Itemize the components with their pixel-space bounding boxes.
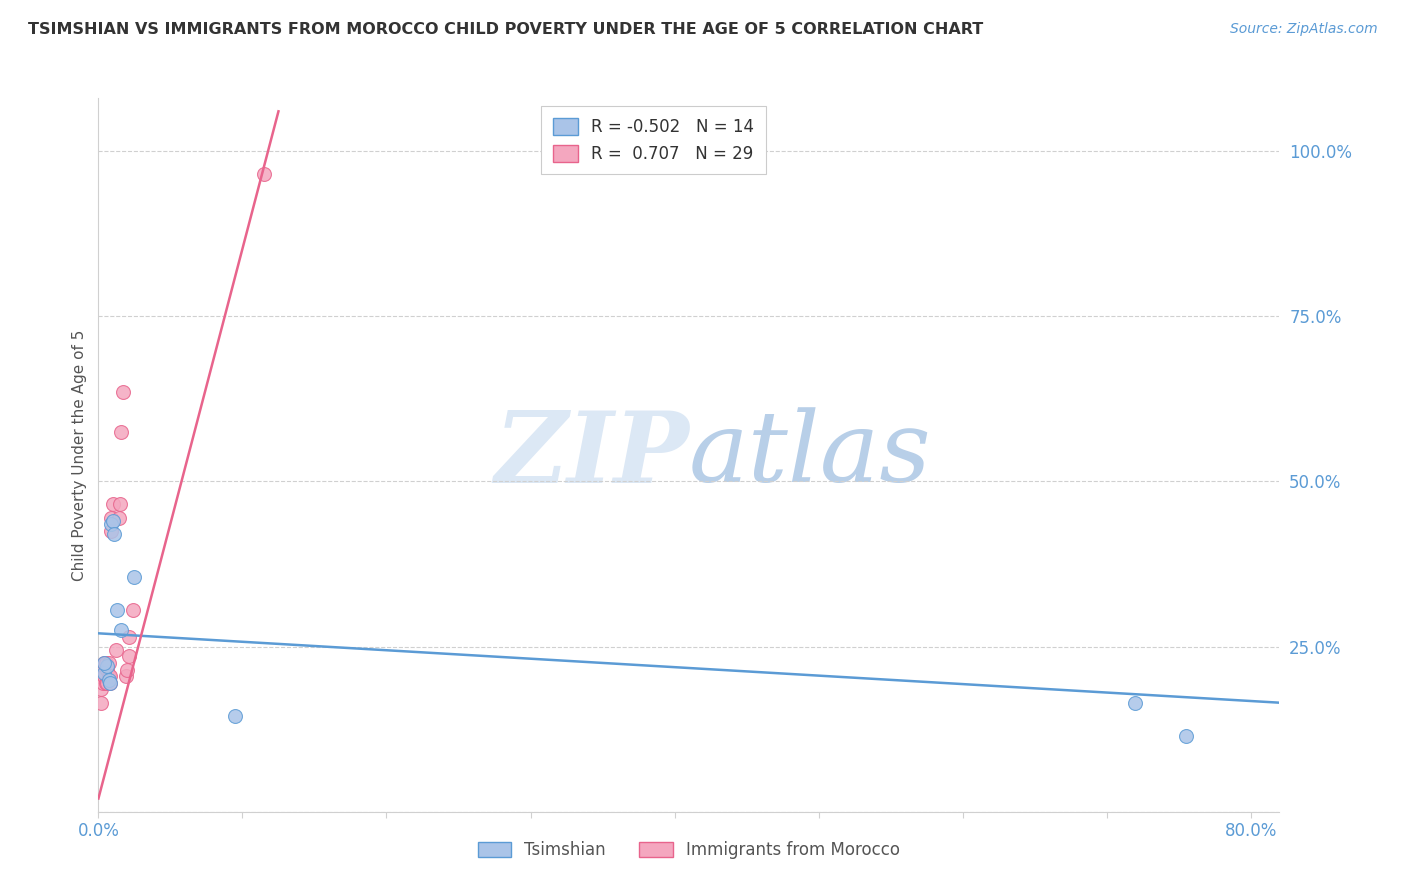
- Point: [101, 514, 124, 528]
- Point: [107, 510, 129, 524]
- Point: [110, 425, 132, 439]
- Point: [118, 649, 141, 664]
- Point: [104, 643, 127, 657]
- Point: [108, 498, 131, 512]
- Point: [253, 167, 276, 181]
- Point: [91, 663, 114, 677]
- Point: [115, 663, 138, 677]
- Point: [98, 676, 121, 690]
- Point: [98, 669, 121, 683]
- Point: [93, 656, 115, 670]
- Point: [105, 603, 128, 617]
- Point: [110, 623, 132, 637]
- Point: [93, 665, 115, 680]
- Point: [111, 385, 134, 400]
- Point: [97, 656, 120, 670]
- Point: [96, 663, 118, 677]
- Point: [93, 669, 115, 683]
- Legend: Tsimshian, Immigrants from Morocco: Tsimshian, Immigrants from Morocco: [470, 833, 908, 868]
- Text: Source: ZipAtlas.com: Source: ZipAtlas.com: [1230, 22, 1378, 37]
- Point: [101, 498, 124, 512]
- Point: [96, 659, 118, 673]
- Point: [94, 676, 117, 690]
- Point: [122, 603, 145, 617]
- Point: [100, 510, 122, 524]
- Point: [94, 656, 117, 670]
- Point: [98, 676, 121, 690]
- Point: [100, 524, 122, 538]
- Point: [91, 676, 114, 690]
- Point: [224, 709, 246, 723]
- Point: [90, 682, 112, 697]
- Point: [96, 676, 118, 690]
- Point: [89, 669, 111, 683]
- Point: [93, 656, 115, 670]
- Point: [118, 630, 141, 644]
- Point: [1125, 696, 1147, 710]
- Point: [103, 527, 125, 541]
- Point: [124, 570, 146, 584]
- Point: [1174, 729, 1197, 743]
- Text: TSIMSHIAN VS IMMIGRANTS FROM MOROCCO CHILD POVERTY UNDER THE AGE OF 5 CORRELATIO: TSIMSHIAN VS IMMIGRANTS FROM MOROCCO CHI…: [28, 22, 983, 37]
- Point: [114, 669, 136, 683]
- Text: ZIP: ZIP: [494, 407, 689, 503]
- Point: [100, 517, 122, 532]
- Point: [90, 696, 112, 710]
- Point: [97, 673, 120, 687]
- Text: atlas: atlas: [689, 408, 932, 502]
- Y-axis label: Child Poverty Under the Age of 5: Child Poverty Under the Age of 5: [72, 329, 87, 581]
- Point: [97, 669, 120, 683]
